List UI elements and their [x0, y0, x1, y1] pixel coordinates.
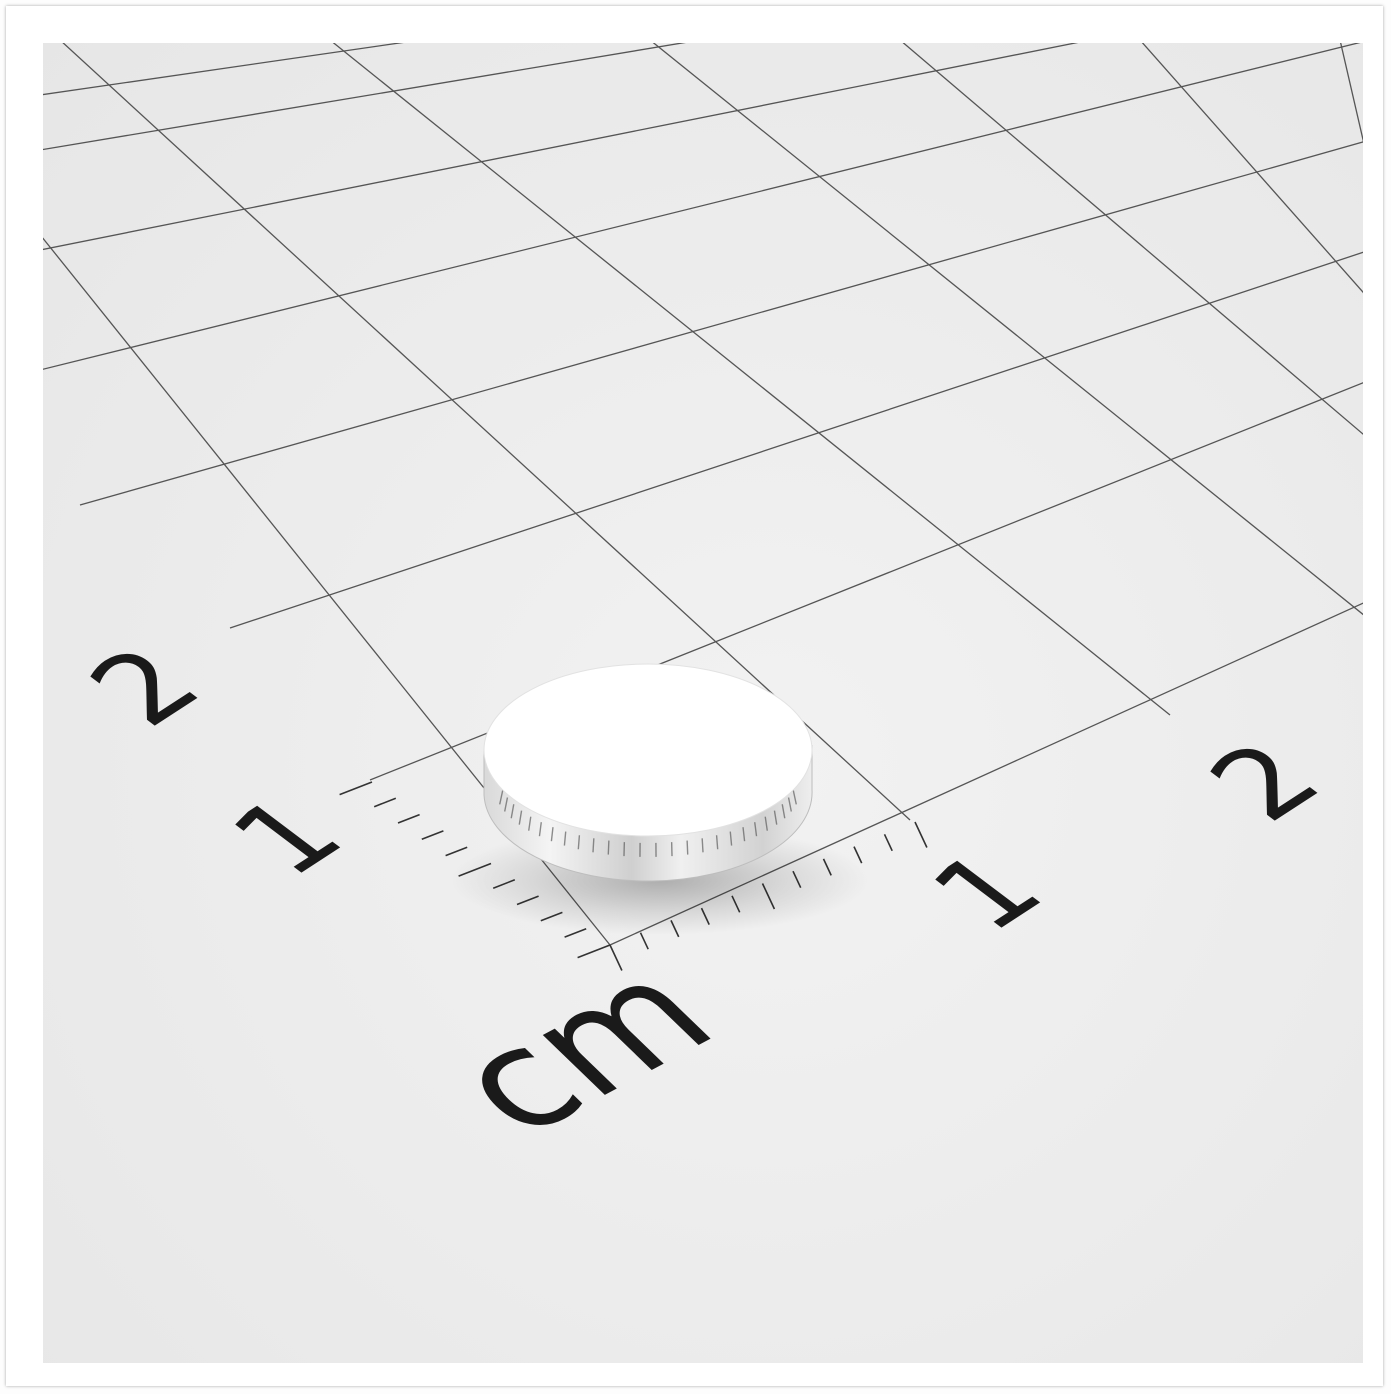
ruler-tick — [373, 797, 397, 808]
ruler-tick — [421, 830, 444, 841]
reflection-tick — [701, 838, 704, 853]
reflection-tick — [773, 810, 778, 825]
reflection-tick — [510, 804, 515, 819]
reflection-tick — [764, 816, 768, 831]
ruler-tick — [883, 833, 893, 852]
grid-line-width — [43, 43, 1361, 370]
reflection-tick — [563, 831, 567, 846]
grid-line-depth — [1141, 43, 1363, 294]
reflection-tick — [729, 831, 733, 846]
grid-line-depth — [332, 43, 1171, 716]
grid-line-width — [43, 43, 1079, 251]
reflection-tick — [550, 827, 554, 842]
reflection-tick — [686, 840, 689, 855]
ruler-tick — [397, 813, 420, 824]
grid-line-depth — [62, 43, 911, 821]
grid-line-depth — [652, 43, 1363, 616]
reflection-tick — [715, 835, 719, 850]
reflection-tick — [504, 797, 509, 812]
reflection-tick — [499, 790, 504, 805]
grid-line-width — [43, 43, 404, 96]
ruler-tick — [577, 944, 611, 959]
reflection-tick — [607, 840, 610, 855]
reflection-tick — [592, 838, 595, 853]
reflection-tick — [528, 816, 532, 831]
ruler-tick — [609, 944, 623, 971]
reflection-tick — [538, 822, 542, 837]
grid-line-width — [43, 43, 686, 151]
reflection-tick — [742, 827, 746, 842]
reflection-tick — [792, 790, 797, 805]
grid-line-width — [79, 141, 1363, 506]
reflection-tick — [577, 835, 581, 850]
ruler-tick — [639, 932, 649, 950]
reflection-tick — [754, 822, 758, 837]
magnet-top-face — [483, 663, 813, 837]
reflection-tick — [787, 797, 792, 812]
grid-line-depth — [902, 43, 1363, 435]
ruler-tick — [445, 846, 468, 857]
ruler-tick — [853, 846, 863, 864]
grid-line-depth — [1340, 43, 1363, 143]
ruler-tick — [914, 821, 928, 848]
reflection-tick — [518, 810, 523, 825]
ruler-tick — [339, 781, 373, 796]
reflection-tick — [781, 804, 786, 819]
disc-magnet — [483, 663, 813, 882]
magnet-side-reflection — [499, 790, 797, 857]
grid-line-width — [229, 251, 1363, 629]
